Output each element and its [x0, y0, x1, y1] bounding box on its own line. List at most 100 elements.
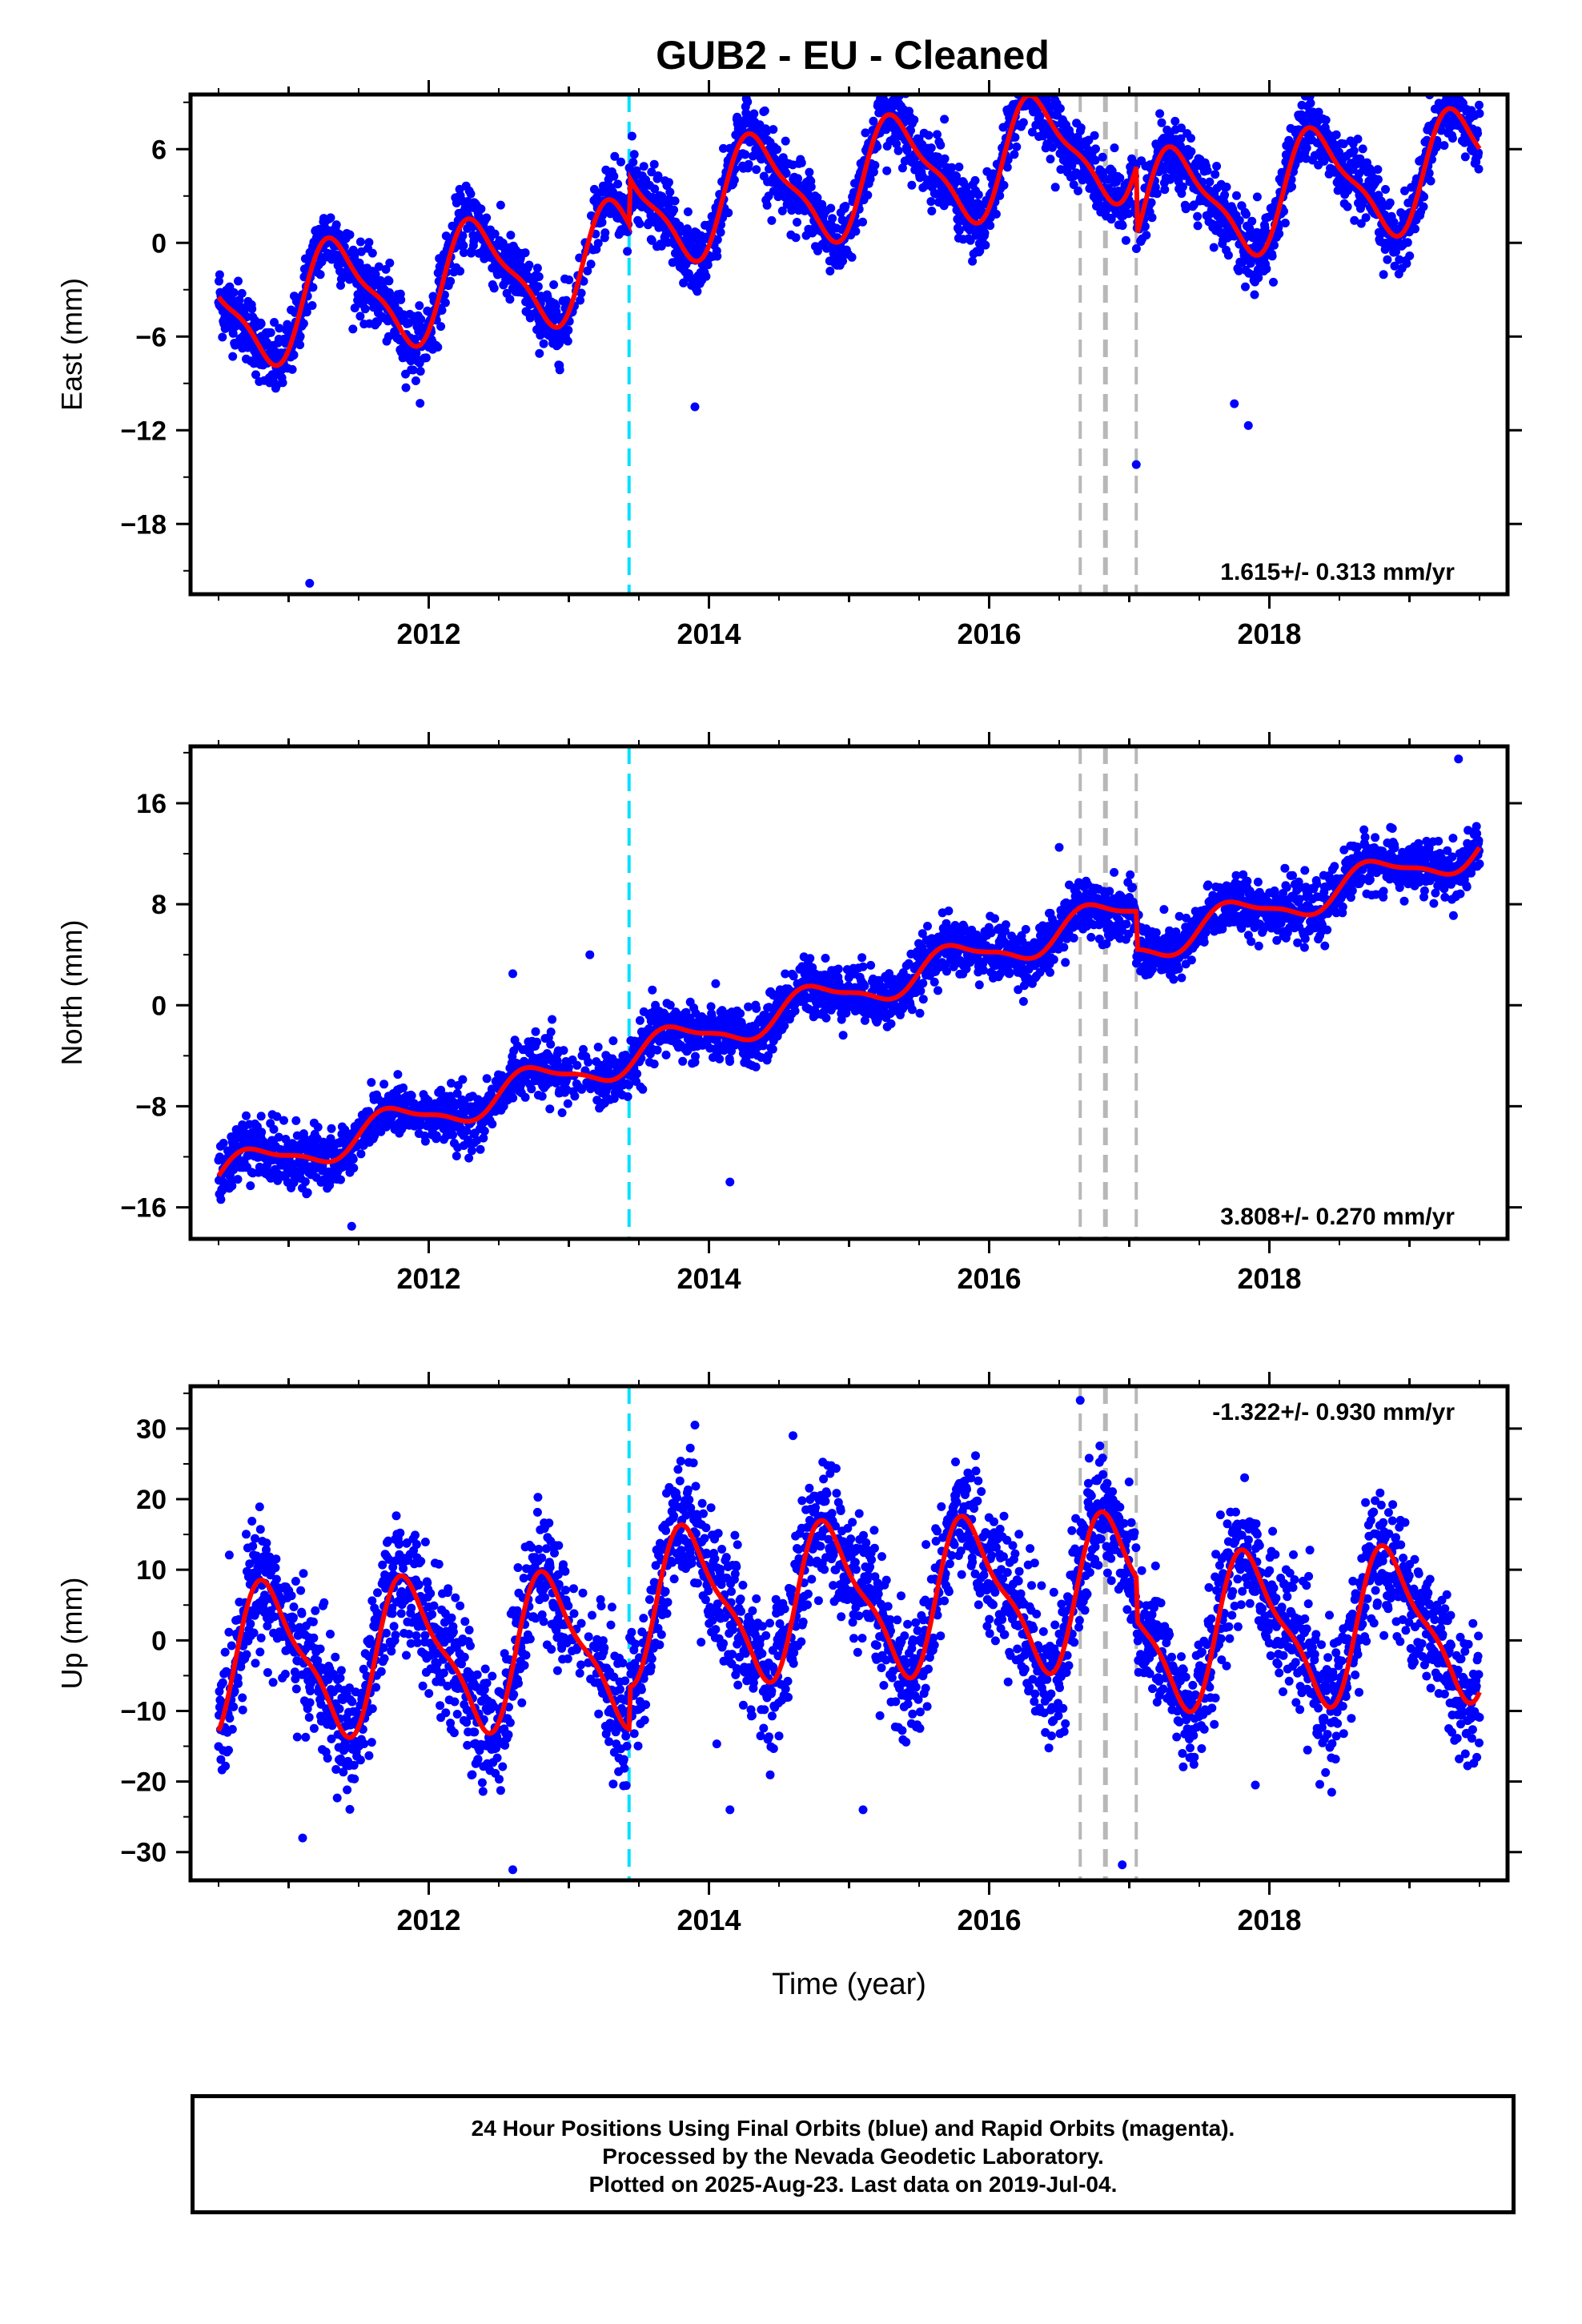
- data-point: [216, 1195, 226, 1204]
- data-point: [234, 276, 243, 286]
- data-point: [549, 280, 559, 289]
- data-point: [924, 131, 934, 140]
- data-point: [729, 175, 739, 185]
- data-point: [789, 971, 798, 981]
- data-point: [381, 264, 391, 274]
- data-point: [760, 106, 769, 115]
- data-point: [652, 1045, 662, 1055]
- data-point: [838, 256, 848, 266]
- data-point: [1018, 118, 1028, 127]
- data-point: [892, 139, 901, 149]
- data-point: [274, 1132, 283, 1142]
- data-point: [278, 378, 287, 388]
- data-point: [564, 325, 573, 335]
- data-point: [1205, 177, 1215, 187]
- data-point: [287, 364, 297, 374]
- data-point: [1193, 211, 1203, 221]
- data-point: [837, 1015, 846, 1024]
- data-point: [1147, 213, 1157, 223]
- data-point: [609, 171, 619, 181]
- data-point: [767, 215, 777, 225]
- data-point: [828, 214, 837, 223]
- data-point: [715, 1054, 725, 1063]
- data-point: [1110, 143, 1119, 153]
- data-point: [647, 235, 656, 245]
- data-point: [752, 165, 761, 175]
- data-point: [584, 1057, 593, 1067]
- data-point: [467, 1146, 476, 1156]
- chart-title: GUB2 - EU - Cleaned: [656, 33, 1050, 78]
- rate-label: 1.615+/- 0.313 mm/yr: [1220, 559, 1455, 585]
- data-point: [498, 239, 508, 247]
- data-point: [777, 206, 787, 215]
- data-point: [869, 116, 878, 126]
- data-point: [327, 1124, 336, 1133]
- data-point: [356, 1149, 366, 1159]
- data-point: [986, 221, 995, 231]
- data-point: [1400, 186, 1409, 195]
- data-point: [480, 1126, 489, 1136]
- data-point: [773, 145, 782, 155]
- data-point: [1403, 238, 1412, 247]
- data-point: [1390, 261, 1399, 271]
- data-point: [744, 1002, 753, 1011]
- data-point: [539, 339, 548, 348]
- data-point: [364, 238, 374, 247]
- data-point: [535, 348, 544, 358]
- data-point: [355, 312, 365, 321]
- data-point: [1269, 277, 1278, 287]
- data-point: [1435, 85, 1444, 94]
- data-point: [713, 251, 722, 261]
- data-point: [995, 191, 1005, 200]
- data-point: [399, 1083, 408, 1092]
- data-point: [1254, 273, 1263, 283]
- data-point: [456, 267, 465, 276]
- data-point: [1241, 282, 1250, 292]
- data-point: [379, 1080, 389, 1089]
- data-point: [857, 953, 867, 963]
- data-point: [1177, 189, 1186, 199]
- data-point: [1193, 221, 1203, 231]
- data-point: [927, 207, 937, 215]
- data-point: [266, 328, 275, 337]
- data-point: [348, 1155, 358, 1164]
- data-point: [865, 175, 875, 184]
- data-point: [711, 979, 721, 988]
- data-point: [1022, 80, 1031, 85]
- data-point: [907, 180, 917, 190]
- data-point: [1090, 131, 1099, 140]
- data-point: [1027, 127, 1037, 137]
- data-point: [437, 306, 447, 315]
- data-point: [897, 163, 907, 173]
- data-point: [476, 204, 486, 214]
- data-point: [1270, 240, 1279, 250]
- data-point: [496, 200, 505, 210]
- data-point: [980, 228, 990, 238]
- data-point: [360, 304, 370, 314]
- data-point: [682, 224, 692, 234]
- data-point: [791, 233, 801, 243]
- data-point: [1076, 123, 1086, 133]
- data-point: [331, 220, 341, 230]
- data-point: [597, 218, 607, 227]
- data-point: [356, 247, 366, 256]
- data-point: [593, 1043, 603, 1051]
- data-point: [291, 1116, 301, 1125]
- data-point: [401, 383, 411, 392]
- data-point: [762, 125, 772, 135]
- data-point: [235, 296, 244, 305]
- data-point: [873, 142, 882, 151]
- data-point: [416, 367, 425, 376]
- data-point: [447, 1079, 456, 1088]
- data-point: [1186, 147, 1196, 156]
- data-point: [670, 196, 680, 206]
- data-point: [315, 270, 325, 279]
- data-point: [649, 159, 659, 169]
- data-point: [703, 260, 713, 270]
- data-point: [1275, 229, 1284, 239]
- data-point: [1023, 81, 1032, 90]
- data-point: [349, 1164, 359, 1172]
- outlier-point: [690, 402, 700, 412]
